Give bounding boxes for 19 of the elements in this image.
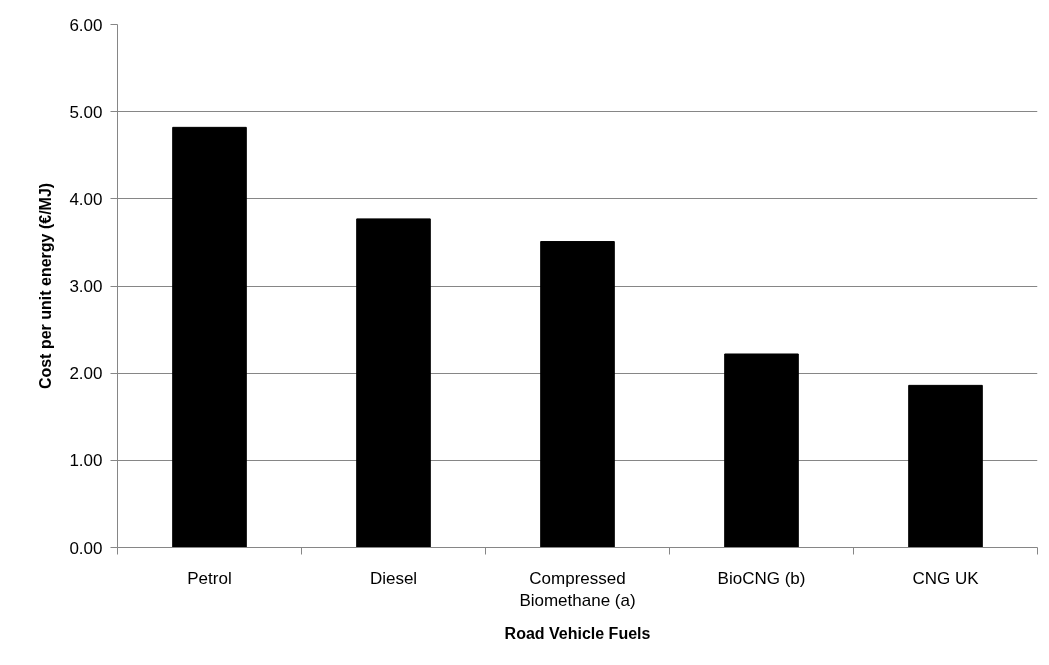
y-tick-label: 1.00 [69, 451, 103, 471]
x-axis-title: Road Vehicle Fuels [504, 625, 651, 643]
bar [724, 353, 799, 548]
y-tick-label: 5.00 [69, 102, 103, 122]
y-tick-label: 4.00 [69, 189, 103, 209]
x-tick-label: Diesel [369, 568, 418, 588]
bar [172, 126, 247, 548]
bar [908, 384, 983, 548]
x-tick-label: Petrol [187, 568, 232, 588]
x-tick-label: BioCNG (b) [717, 568, 806, 588]
y-axis-title: Cost per unit energy (€/MJ) [37, 182, 55, 390]
y-tick-label: 2.00 [69, 364, 103, 384]
x-tick-label: Compressed Biomethane (a) [519, 568, 636, 611]
bar [540, 241, 615, 548]
bar [356, 218, 431, 548]
y-tick-label: 6.00 [69, 15, 103, 35]
y-tick-label: 0.00 [69, 538, 103, 558]
x-tick-label: CNG UK [912, 568, 980, 588]
y-tick-label: 3.00 [69, 277, 103, 296]
